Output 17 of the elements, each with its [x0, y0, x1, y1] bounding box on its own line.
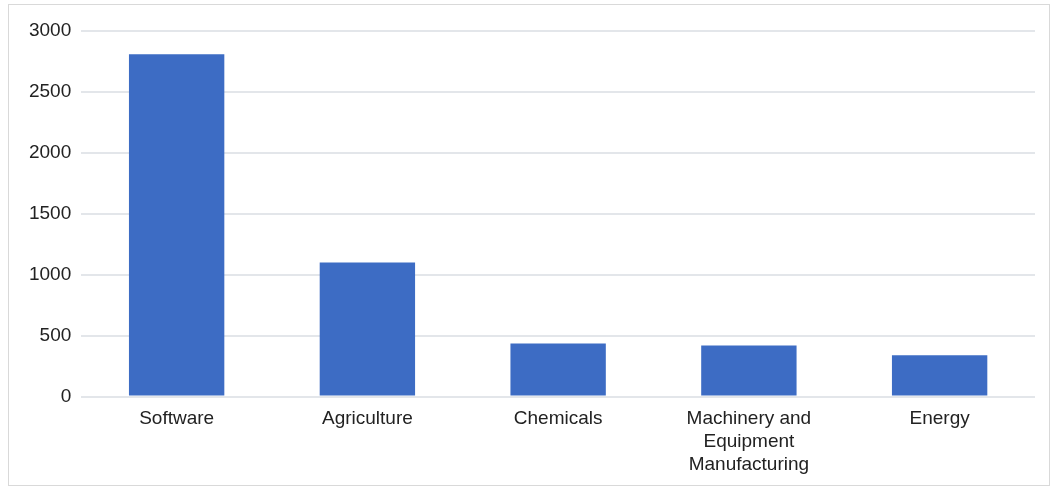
bar — [319, 262, 416, 396]
bar — [128, 54, 225, 396]
x-tick-label: Energy — [909, 407, 971, 429]
x-tick-label: Software — [139, 407, 215, 429]
x-tick-label: Agriculture — [321, 407, 413, 429]
bar — [701, 345, 797, 396]
x-tick-label: Machinery and Equipment Manufacturing — [686, 407, 812, 474]
y-tick-label: 1000 — [28, 262, 72, 284]
y-tick-label: 2500 — [28, 80, 72, 102]
bar — [891, 355, 988, 396]
x-tick-label: Chemicals — [513, 407, 603, 429]
y-tick-label: 3000 — [28, 19, 72, 41]
y-tick-label: 1500 — [28, 202, 72, 224]
bar — [510, 343, 606, 396]
y-tick-label: 0 — [60, 384, 72, 406]
y-tick-label: 500 — [39, 323, 72, 345]
y-tick-label: 2000 — [28, 141, 72, 163]
